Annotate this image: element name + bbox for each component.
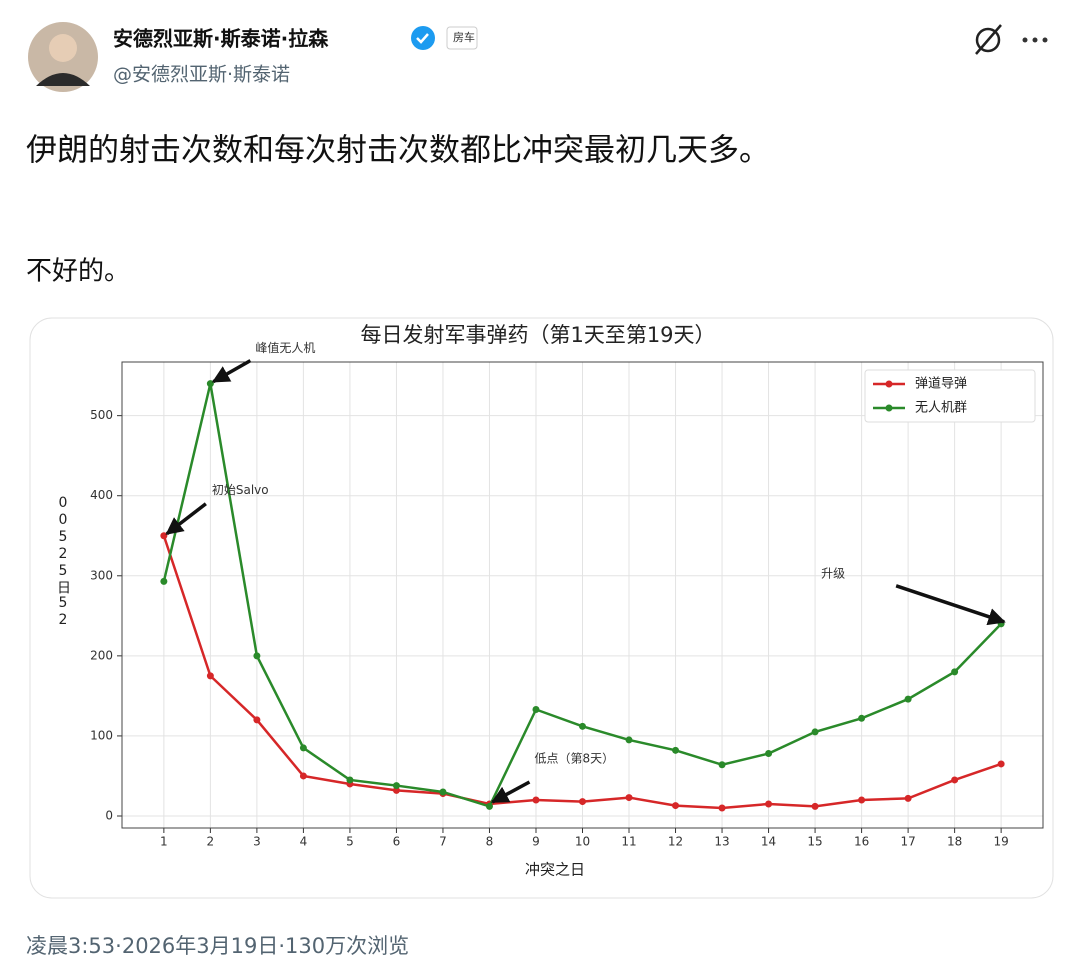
x-tick-label: 19 [993, 835, 1008, 849]
data-point [485, 802, 493, 810]
x-tick-label: 3 [253, 835, 261, 849]
x-tick-label: 9 [532, 835, 540, 849]
x-tick-label: 17 [900, 835, 915, 849]
data-point [160, 577, 168, 585]
data-point [299, 772, 307, 780]
data-point [811, 728, 819, 736]
y-tick-label: 300 [90, 568, 113, 582]
data-point [439, 788, 447, 796]
x-axis-label: 冲突之日 [525, 861, 585, 879]
x-tick-label: 18 [947, 835, 962, 849]
x-tick-label: 1 [160, 835, 168, 849]
plot-frame [121, 361, 1044, 829]
data-point [858, 796, 866, 804]
annotation-arrow [895, 584, 1006, 626]
annotation: 初始Salvo [212, 483, 269, 497]
author-name[interactable]: 安德烈亚斯·斯泰诺·拉森 [113, 27, 329, 51]
legend-label: 无人机群 [915, 401, 967, 416]
grok-icon[interactable] [975, 27, 1001, 53]
data-point [672, 746, 680, 754]
grok-slash [975, 24, 1002, 55]
data-point [718, 804, 726, 812]
data-point [532, 796, 540, 804]
handle[interactable]: @安德烈亚斯·斯泰诺 [113, 64, 290, 86]
x-tick-label: 13 [714, 835, 729, 849]
data-point [206, 380, 214, 388]
data-point [951, 668, 959, 676]
y-tick-label: 0 [105, 808, 113, 822]
tag: 房车 [453, 30, 475, 44]
tag-box [446, 26, 478, 50]
footer: 凌晨3:53·2026年3月19日·130万次浏览 [26, 934, 409, 958]
x-tick-label: 2 [207, 835, 215, 849]
verified-check [416, 33, 429, 44]
data-point [299, 744, 307, 752]
legend-swatch-dot [885, 404, 893, 412]
x-tick-label: 5 [346, 835, 354, 849]
annotation: 升级 [821, 566, 845, 580]
annotation-arrow [165, 502, 207, 536]
legend-label: 弹道导弹 [915, 377, 967, 392]
data-point [765, 800, 773, 808]
data-point [997, 760, 1005, 768]
data-point [811, 802, 819, 810]
data-point [904, 794, 912, 802]
data-point [392, 782, 400, 790]
more-icon[interactable] [1022, 37, 1048, 43]
post-text: 不好的。 [26, 257, 130, 287]
annotation-arrow [490, 780, 531, 804]
x-tick-label: 15 [807, 835, 822, 849]
data-point [718, 761, 726, 769]
legend-box [864, 369, 1036, 423]
x-tick-label: 8 [486, 835, 494, 849]
y-tick-label: 400 [90, 488, 113, 502]
data-point [579, 722, 586, 730]
avatar-body [36, 73, 90, 86]
data-point [904, 695, 912, 703]
data-point [625, 736, 633, 744]
data-point [253, 652, 261, 660]
y-tick-label: 200 [90, 648, 113, 662]
data-point [532, 705, 540, 713]
y-tick-label: 500 [90, 408, 113, 422]
x-tick-label: 11 [621, 835, 636, 849]
x-tick-label: 4 [300, 835, 308, 849]
chart-title: 每日发射军事弹药（第1天至第19天） [360, 323, 715, 347]
data-point [672, 802, 680, 810]
data-point [858, 714, 866, 722]
x-tick-label: 14 [761, 835, 776, 849]
x-tick-label: 10 [575, 835, 590, 849]
y-axis-label: 00525日52 [55, 495, 71, 629]
avatar-face [49, 34, 77, 62]
x-tick-label: 16 [854, 835, 869, 849]
data-point [625, 794, 633, 802]
annotation: 低点（第8天） [534, 751, 614, 765]
x-tick-label: 7 [439, 835, 447, 849]
legend-swatch-dot [885, 380, 893, 388]
y-tick-label: 100 [90, 728, 113, 742]
data-point [951, 776, 959, 784]
data-point [765, 750, 773, 758]
data-point [346, 776, 354, 784]
annotation: 峰值无人机 [255, 340, 315, 355]
data-point [160, 532, 168, 540]
x-tick-label: 6 [393, 835, 401, 849]
post-text: 伊朗的射击次数和每次射击次数都比冲突最初几天多。 [26, 133, 770, 169]
data-point [206, 672, 214, 680]
data-point [392, 786, 400, 794]
x-tick-label: 12 [668, 835, 683, 849]
data-point [253, 716, 261, 724]
data-point [579, 798, 586, 806]
annotation-arrow [211, 359, 252, 384]
